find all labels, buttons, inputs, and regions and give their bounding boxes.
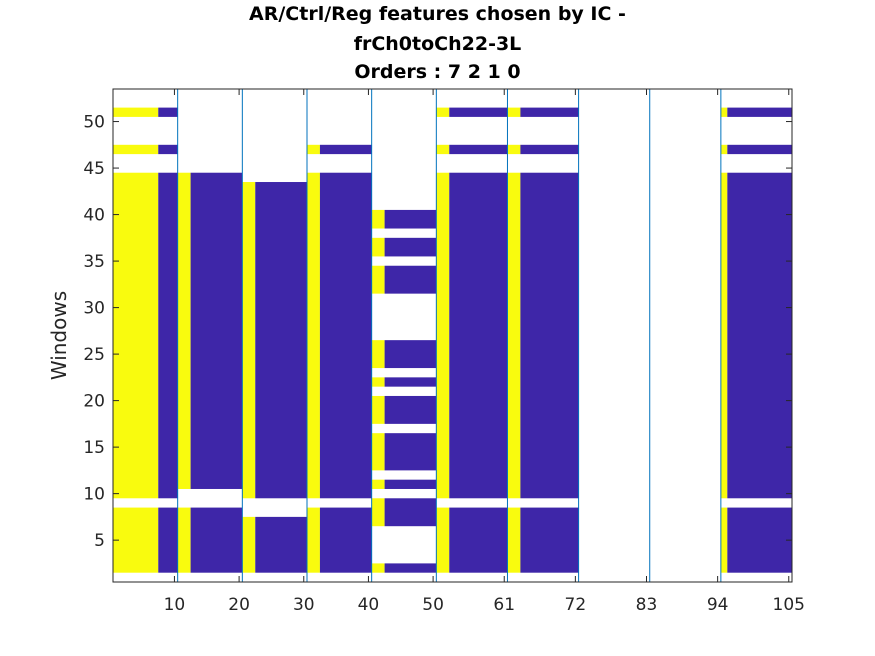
heatmap-cell-yellow: [371, 377, 385, 387]
heatmap-cell-yellow: [113, 107, 159, 117]
heatmap-cell-yellow: [307, 172, 320, 499]
y-tick-label: 15: [83, 438, 105, 458]
heatmap-cell-blue: [727, 507, 792, 573]
chart-title-line-1: AR/Ctrl/Reg features chosen by IC -: [249, 3, 626, 25]
y-tick-label: 35: [83, 252, 105, 272]
heatmap-cell-yellow: [720, 107, 728, 117]
chart-title-line-2: frCh0toCh22-3L: [353, 33, 522, 55]
heatmap-cell-blue: [449, 507, 508, 573]
heatmap-cell-blue: [158, 507, 178, 573]
heatmap-cell-yellow: [371, 479, 385, 489]
heatmap-cell-blue: [727, 172, 792, 499]
y-tick-label: 5: [94, 531, 105, 551]
heatmap-cell-yellow: [720, 507, 728, 573]
heatmap-cell-blue: [158, 144, 178, 155]
heatmap-cell-yellow: [307, 144, 320, 155]
heatmap-cell-blue: [520, 144, 579, 155]
heatmap-cell-yellow: [720, 144, 728, 155]
y-axis-ticks: 5 10 15 20 25 30 35 40 45 50: [83, 113, 792, 551]
axes-box: [112, 88, 793, 583]
heatmap-cell-blue: [727, 144, 792, 155]
heatmap-cell-blue: [384, 209, 437, 229]
heatmap-cell-yellow: [371, 209, 385, 229]
heatmap-cell-yellow: [436, 172, 450, 499]
heatmap-cell-blue: [449, 107, 508, 117]
heatmap-cell-blue: [319, 507, 372, 573]
heatmap-cell-yellow: [720, 172, 728, 499]
heatmap-cell-yellow: [436, 144, 450, 155]
heatmap-cell-yellow: [307, 507, 320, 573]
y-tick-label: 25: [83, 345, 105, 365]
x-tick-label: 61: [493, 595, 515, 615]
heatmap-cell-yellow: [436, 107, 450, 117]
heatmap-cell-blue: [319, 172, 372, 499]
x-tick-label: 20: [228, 595, 250, 615]
heatmap-cell-blue: [384, 377, 437, 387]
heatmap-cell-yellow: [371, 563, 385, 573]
heatmap-cell-yellow: [507, 107, 521, 117]
heatmap-cell-blue: [449, 144, 508, 155]
heatmap-cell-yellow: [371, 265, 385, 294]
y-axis-label: Windows: [47, 291, 71, 380]
heatmap-cell-blue: [384, 433, 437, 471]
heatmap-cell-blue: [727, 107, 792, 117]
heatmap-cell-blue: [520, 107, 579, 117]
heatmap-cell-yellow: [507, 172, 521, 499]
heatmap-cell-yellow: [177, 507, 191, 573]
heatmap-cell-yellow: [507, 507, 521, 573]
y-tick-label: 50: [83, 113, 105, 133]
chart-title-line-3: Orders : 7 2 1 0: [354, 61, 521, 83]
x-tick-label: 40: [358, 595, 380, 615]
heatmap-cell-blue: [190, 507, 243, 573]
y-tick-label: 10: [83, 485, 105, 505]
y-tick-label: 30: [83, 299, 105, 319]
heatmap-cell-blue: [319, 144, 372, 155]
heatmap-cell-blue: [384, 395, 437, 424]
heatmap-cell-yellow: [436, 507, 450, 573]
x-tick-label: 30: [293, 595, 315, 615]
heatmap-cell-blue: [449, 172, 508, 499]
x-tick-label: 72: [565, 595, 587, 615]
heatmap-cell-yellow: [242, 516, 256, 573]
y-tick-label: 20: [83, 392, 105, 412]
heatmap-cell-blue: [384, 479, 437, 489]
heatmap-cell-yellow: [371, 395, 385, 424]
heatmap-cell-blue: [190, 172, 243, 489]
heatmap-cell-yellow: [371, 340, 385, 369]
heatmap-cell-blue: [255, 516, 307, 573]
heatmap-cell-yellow: [371, 498, 385, 527]
heatmap-cell-yellow: [507, 144, 521, 155]
heatmap-cell-yellow: [113, 172, 159, 499]
heatmap-cell-blue: [520, 172, 579, 499]
x-tick-label: 105: [773, 595, 805, 615]
heatmap-cell-yellow: [242, 182, 256, 499]
heatmap-cell-blue: [384, 237, 437, 257]
x-tick-label: 83: [636, 595, 658, 615]
heatmap-cell-blue: [384, 563, 437, 573]
heatmap-cell-yellow: [113, 507, 159, 573]
y-tick-label: 45: [83, 159, 105, 179]
y-tick-label: 40: [83, 206, 105, 226]
heatmap-cell-blue: [384, 265, 437, 294]
heatmap-cell-yellow: [371, 433, 385, 471]
x-tick-label: 10: [164, 595, 186, 615]
heatmap-cells: [113, 107, 792, 573]
heatmap-cell-yellow: [113, 144, 159, 155]
heatmap-cell-blue: [158, 107, 178, 117]
heatmap-cell-blue: [384, 340, 437, 369]
heatmap-cell-blue: [384, 498, 437, 527]
heatmap-cell-yellow: [177, 172, 191, 489]
x-tick-label: 94: [707, 595, 729, 615]
heatmap-cell-blue: [158, 172, 178, 499]
heatmap-cell-blue: [520, 507, 579, 573]
x-tick-label: 50: [422, 595, 444, 615]
x-axis-ticks: 10 20 30 40 50 61 72 83 94 105: [164, 89, 805, 615]
group-separators: [177, 89, 722, 582]
heatmap-cell-blue: [255, 182, 307, 499]
heatmap-cell-yellow: [371, 237, 385, 257]
